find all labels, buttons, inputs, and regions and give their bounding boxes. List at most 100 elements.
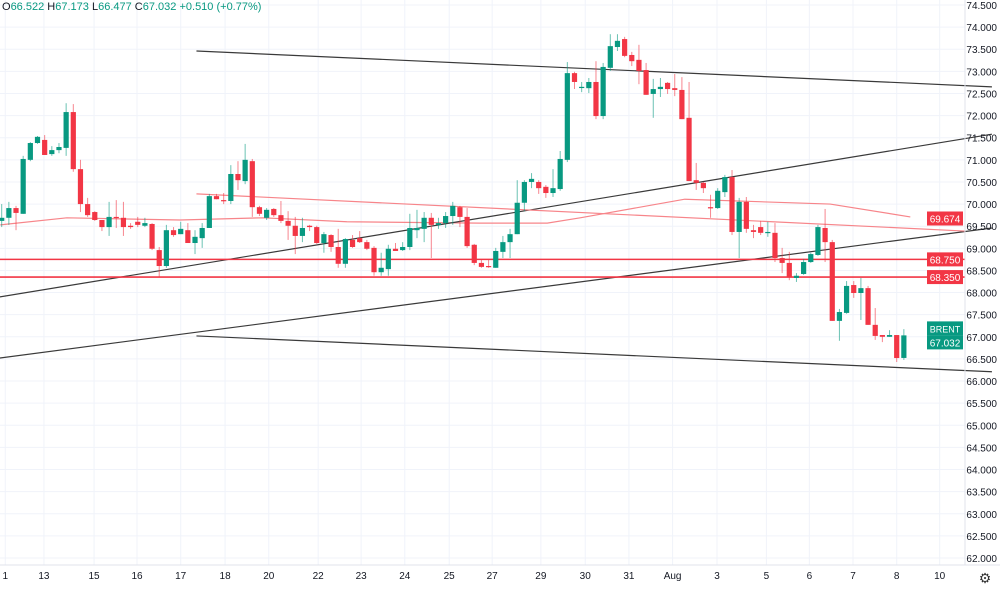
candle [443,212,449,228]
candle-body [414,227,420,231]
candle-body [178,228,184,235]
candle-body [378,267,384,273]
gear-icon[interactable]: ⚙ [978,570,992,586]
candle-body [765,231,771,234]
candle-body [707,207,714,209]
candle [808,252,814,263]
candle-body [349,239,356,247]
candle [77,159,84,213]
candle [643,62,649,95]
candle-body [357,238,363,243]
level-price-label: 68.350 [930,273,961,284]
candle [693,162,699,190]
candle [579,81,585,93]
candle-body [564,73,570,160]
close-value: 67.032 [142,1,177,13]
candle-body [264,209,270,218]
candle [371,246,377,276]
candle-body [199,227,205,239]
candle-body [607,46,613,68]
candle-body [457,207,463,217]
price-tick-label: 63.000 [966,510,997,521]
candle [163,224,169,268]
candle [586,77,592,94]
candle [772,223,778,263]
candle [299,217,306,243]
candle-body [206,196,212,228]
price-tick-label: 68.000 [966,289,997,300]
candle [536,180,542,194]
candle [13,205,19,231]
candle-body [571,73,578,82]
candle [600,62,606,120]
candle-body [464,216,470,247]
time-tick-label: 25 [444,571,456,582]
candle [886,330,893,337]
candle [242,143,248,185]
trendline-rising-line-lower [0,227,993,359]
candle [571,71,578,90]
candle-body [235,173,241,181]
candle [664,81,671,94]
candle [328,234,334,252]
candle-body [758,227,764,233]
candle-body [715,190,721,209]
candle-body [256,207,263,214]
candle [156,246,162,278]
candle-body [622,39,628,56]
candle [378,252,384,276]
candle [521,180,527,212]
price-tick-label: 74.000 [966,23,997,34]
time-tick-label: 7 [850,571,856,582]
candle [142,217,148,228]
time-tick-label: 15 [89,571,101,582]
candle [514,180,520,235]
low-value: 66.477 [98,1,132,13]
candle-body [793,275,800,278]
low-label: L [91,1,99,13]
candle [213,193,220,200]
candle-body [493,250,499,268]
candle [106,201,112,236]
price-tick-label: 72.500 [966,89,997,100]
time-tick-label: 5 [764,571,770,582]
time-tick-label: Aug [664,571,682,582]
candle-body [299,227,306,236]
candle-body [679,89,685,120]
candle-body [99,220,105,228]
candle-body [0,217,5,221]
candle-body [56,147,62,151]
candle-body [49,150,55,155]
candle-body [664,82,671,90]
candle [421,212,427,243]
candle [85,197,91,217]
candle-body [428,217,434,225]
candle [829,239,835,321]
ma-price-label-bg [927,211,963,226]
candle [206,193,212,228]
candle [786,251,792,281]
candle-body [314,227,320,244]
candle-body [750,230,757,232]
candle-body [271,208,277,216]
candle-body [657,86,664,90]
high-label: H [47,1,56,13]
candle-body [42,139,48,155]
time-tick-label: 3 [714,571,720,582]
time-tick-label: 22 [313,571,325,582]
time-tick-label: 24 [399,571,411,582]
price-tick-label: 71.000 [966,156,997,167]
candle-body [672,88,678,90]
candle [636,44,642,85]
candle [879,335,885,343]
candle [614,34,621,52]
price-tick-label: 71.500 [966,134,997,145]
candle-body [779,258,785,263]
candle-body [786,262,792,278]
candle-body [335,246,341,264]
last-price-label-bg [927,335,963,350]
candle [278,200,284,224]
candle [149,223,155,251]
candle [34,135,41,144]
